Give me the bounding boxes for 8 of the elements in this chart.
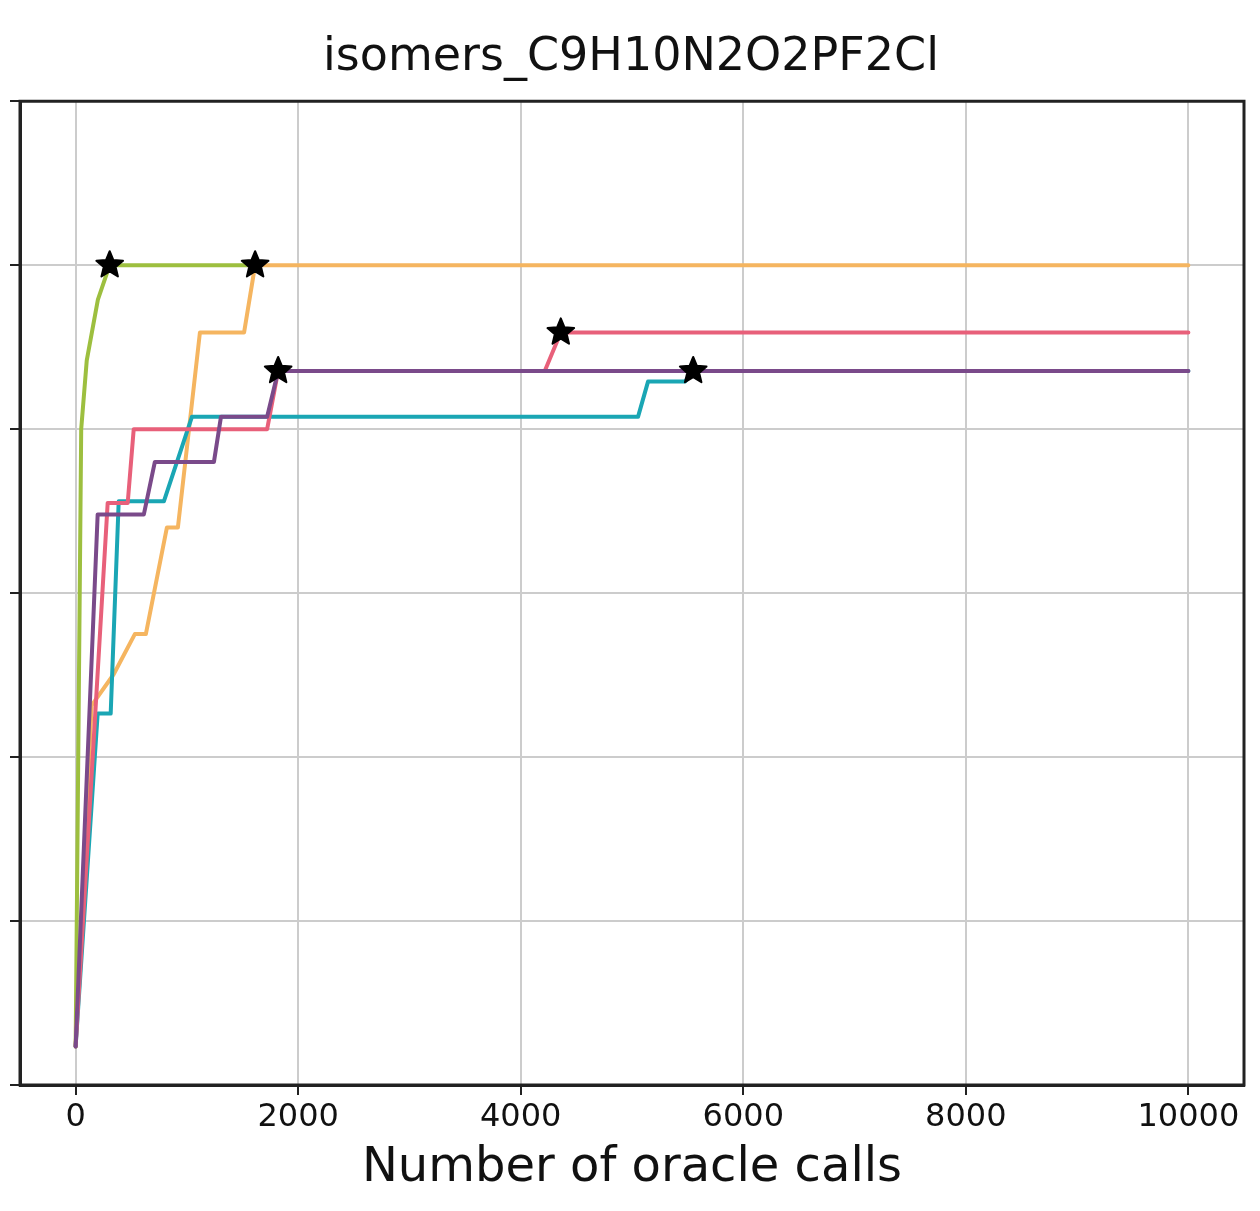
x-axis-title: Number of oracle calls [361, 1135, 903, 1192]
x-tick-label: 2000 [257, 1095, 339, 1134]
x-tick-label: 0 [65, 1095, 86, 1134]
chart-title: isomers_C9H10N2O2PF2Cl [323, 26, 939, 81]
x-tick-label: 6000 [702, 1095, 784, 1134]
x-tick-label: 10000 [1137, 1095, 1240, 1134]
x-tick-label: 8000 [925, 1095, 1007, 1134]
x-tick-label: 4000 [480, 1095, 562, 1134]
